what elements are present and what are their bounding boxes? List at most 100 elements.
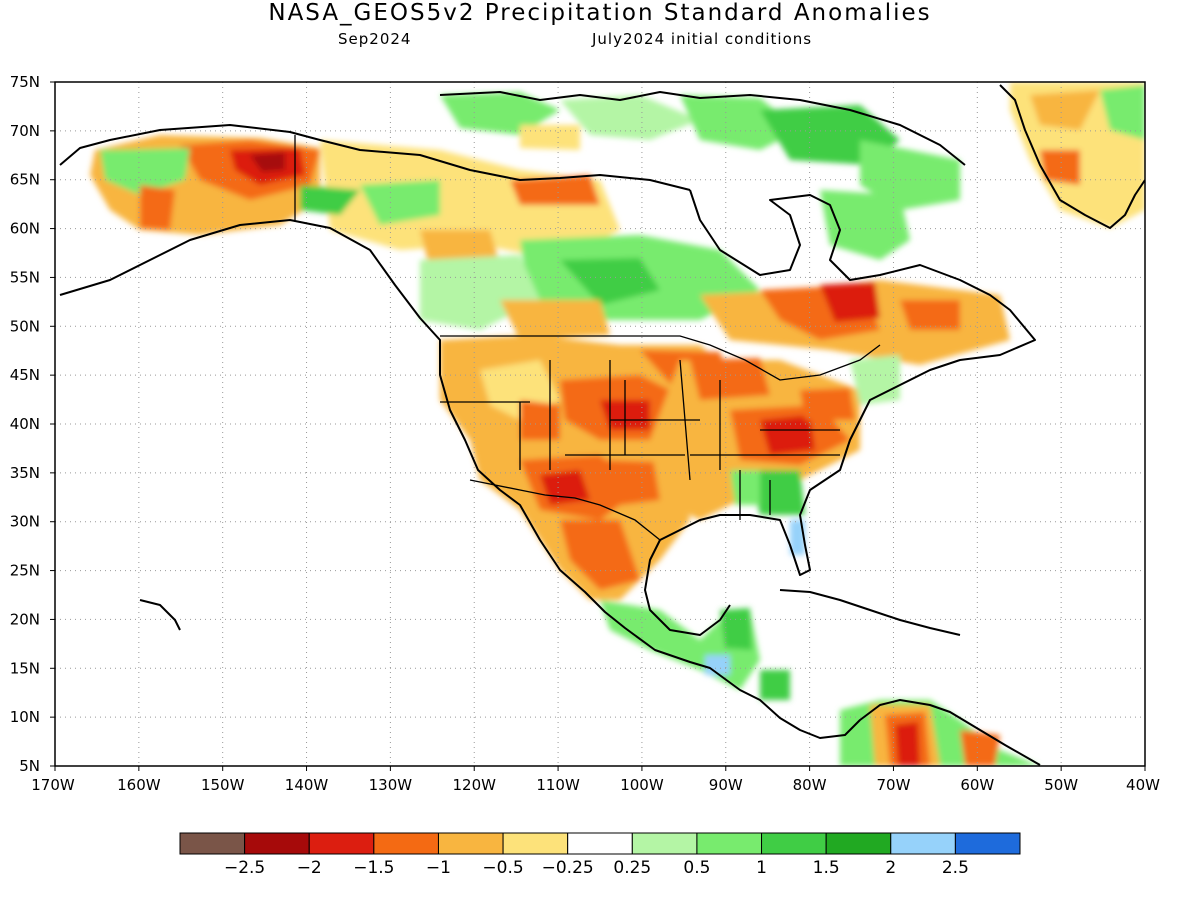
- legend-swatch: [244, 832, 310, 855]
- latitude-label: 75N: [10, 73, 40, 91]
- legend-label: −1.5: [353, 858, 394, 878]
- coastline-islands: [439, 91, 966, 166]
- map-title: NASA_GEOS5v2 Precipitation Standard Anom…: [268, 0, 932, 26]
- anomaly-region: [100, 148, 190, 195]
- legend-swatch: [890, 832, 956, 855]
- anomaly-region: [730, 470, 760, 505]
- anomaly-region: [600, 460, 660, 505]
- anomaly-region: [1100, 85, 1145, 140]
- legend-swatch: [954, 832, 1021, 855]
- longitude-label: 50W: [1044, 776, 1078, 794]
- legend-swatch: [761, 832, 827, 855]
- coastline-greenland: [999, 84, 1145, 229]
- anomaly-region: [790, 520, 805, 555]
- coastline-arctic: [59, 124, 691, 191]
- latitude-label: 60N: [10, 220, 40, 238]
- anomaly-region: [690, 358, 770, 400]
- longitude-label: 40W: [1126, 776, 1160, 794]
- political-borders: [294, 135, 881, 541]
- longitude-label: 170W: [31, 776, 75, 794]
- anomaly-region: [760, 415, 815, 455]
- anomaly-region: [860, 140, 960, 210]
- anomaly-region: [960, 730, 1000, 766]
- legend-swatch: [373, 832, 439, 855]
- anomaly-region: [760, 670, 790, 700]
- latitude-labels: 75N 70N 65N 60N 55N 50N 45N 40N 35N 30N 25N 20N 15N 1…: [10, 73, 55, 775]
- coastlines: [59, 84, 1145, 766]
- anomaly-region: [820, 282, 880, 322]
- legend-label: −2: [297, 858, 322, 878]
- anomaly-region: [300, 185, 360, 215]
- anomaly-region: [140, 185, 175, 230]
- anomaly-region: [440, 92, 560, 135]
- latitude-label: 55N: [10, 268, 40, 286]
- legend-swatch: [308, 832, 375, 855]
- longitude-label: 110W: [536, 776, 580, 794]
- longitude-label: 60W: [960, 776, 994, 794]
- latitude-label: 5N: [19, 757, 40, 775]
- anomaly-region: [520, 400, 560, 440]
- legend-swatch: [567, 832, 633, 855]
- anomaly-region: [680, 95, 800, 150]
- legend-label: 0.25: [613, 858, 651, 878]
- anomaly-region: [895, 722, 920, 766]
- anomaly-region: [560, 520, 640, 590]
- coastline-alaska: [59, 219, 1041, 766]
- anomaly-region: [750, 470, 805, 515]
- legend-label: −1: [426, 858, 451, 878]
- legend-label: −0.25: [542, 858, 594, 878]
- forecast-month: Sep2024: [338, 30, 412, 48]
- anomaly-region: [1040, 150, 1080, 185]
- anomaly-region: [320, 140, 620, 260]
- legend-label: 1.5: [813, 858, 840, 878]
- latitude-label: 45N: [10, 366, 40, 384]
- anomaly-region: [510, 175, 600, 205]
- longitude-label: 160W: [117, 776, 161, 794]
- border-us-canada: [440, 335, 881, 381]
- latitude-label: 35N: [10, 464, 40, 482]
- longitude-label: 70W: [877, 776, 911, 794]
- coastline-hawaii: [139, 599, 181, 631]
- anomaly-region: [820, 190, 910, 260]
- longitude-label: 100W: [620, 776, 664, 794]
- initial-conditions: July2024 initial conditions: [592, 30, 813, 48]
- legend-swatch: [179, 832, 246, 855]
- latitude-label: 40N: [10, 415, 40, 433]
- legend-label: 2: [885, 858, 896, 878]
- anomaly-field: [55, 82, 1145, 766]
- anomaly-region: [720, 608, 752, 650]
- coastline-cuba: [779, 589, 961, 636]
- legend-label: 0.5: [683, 858, 710, 878]
- anomaly-region: [520, 125, 580, 150]
- anomaly-region: [1030, 90, 1100, 130]
- latitude-label: 70N: [10, 122, 40, 140]
- longitude-label: 130W: [369, 776, 413, 794]
- latitude-label: 20N: [10, 610, 40, 628]
- longitude-label: 120W: [452, 776, 496, 794]
- color-legend: −2.5 −2 −1.5 −1 −0.5 −0.25 0.25 0.5 1 1.5 2 2.5: [179, 832, 1021, 878]
- longitude-label: 80W: [793, 776, 827, 794]
- latitude-label: 50N: [10, 317, 40, 335]
- legend-swatch: [696, 832, 763, 855]
- latitude-label: 65N: [10, 171, 40, 189]
- legend-swatch: [631, 832, 698, 855]
- legend-label: −2.5: [224, 858, 265, 878]
- longitude-label: 150W: [201, 776, 245, 794]
- legend-swatch: [502, 832, 569, 855]
- legend-label: 1: [756, 858, 767, 878]
- anomaly-region: [800, 388, 855, 420]
- anomaly-region: [250, 152, 285, 172]
- latitude-label: 30N: [10, 513, 40, 531]
- legend-swatch: [437, 832, 504, 855]
- latitude-label: 15N: [10, 659, 40, 677]
- anomaly-region: [560, 95, 700, 140]
- longitude-label: 90W: [709, 776, 743, 794]
- anomaly-region: [360, 180, 440, 225]
- longitude-labels: 170W 160W 150W 140W 130W 120W 110W 100W 90W 80W 70…: [31, 766, 1160, 794]
- legend-label: 2.5: [942, 858, 969, 878]
- legend-swatch: [825, 832, 892, 855]
- anomaly-region: [560, 258, 660, 305]
- anomaly-region: [850, 355, 900, 405]
- anomaly-region: [900, 300, 960, 330]
